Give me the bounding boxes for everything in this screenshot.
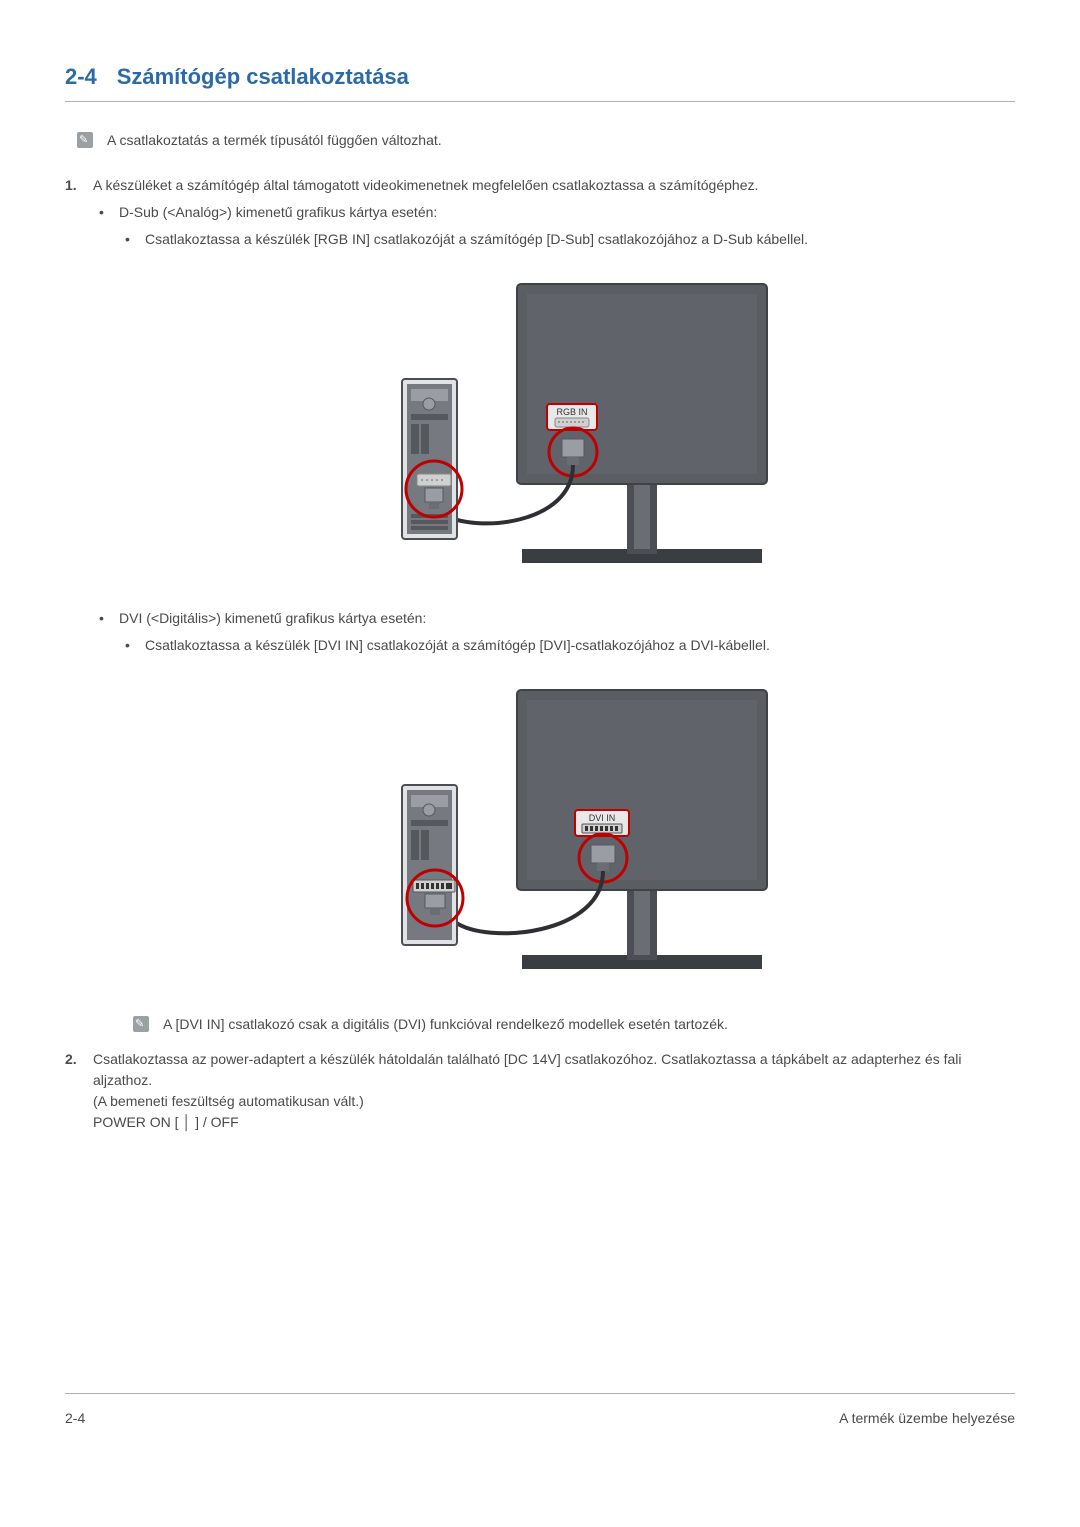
item1-sublist: D-Sub (<Analóg>) kimenetű grafikus kárty… <box>93 202 1015 986</box>
note-top-text: A csatlakoztatás a termék típusától függ… <box>107 130 442 151</box>
list-item-2: Csatlakoztassa az power-adaptert a készü… <box>65 1049 1015 1133</box>
sub-dsub-detail: Csatlakoztassa a készülék [RGB IN] csatl… <box>119 229 1015 250</box>
figure-dvi-connection: DVI IN <box>347 680 787 980</box>
section-number: 2-4 <box>65 64 97 89</box>
sub-dvi-detail-text: Csatlakoztassa a készülék [DVI IN] csatl… <box>145 637 770 653</box>
note-dvi: A [DVI IN] csatlakozó csak a digitális (… <box>133 1014 1015 1035</box>
page-footer: 2-4 A termék üzembe helyezése <box>65 1393 1015 1429</box>
figure1-port-label: RGB IN <box>556 407 587 417</box>
note-icon <box>133 1016 149 1032</box>
list-item-1: A készüléket a számítógép által támogato… <box>65 175 1015 1035</box>
sub-dvi: DVI (<Digitális>) kimenetű grafikus kárt… <box>93 608 1015 986</box>
sub-dvi-label: DVI (<Digitális>) kimenetű grafikus kárt… <box>119 610 426 626</box>
sub-dvi-detail-list: Csatlakoztassa a készülék [DVI IN] csatl… <box>119 635 1015 656</box>
section-title: Számítógép csatlakoztatása <box>117 64 409 89</box>
footer-left: 2-4 <box>65 1408 85 1429</box>
figure-rgb-connection: RGB IN <box>347 274 787 574</box>
sub-dsub-detail-list: Csatlakoztassa a készülék [RGB IN] csatl… <box>119 229 1015 250</box>
figure2-port-label: DVI IN <box>589 813 616 823</box>
sub-dsub-detail-text: Csatlakoztassa a készülék [RGB IN] csatl… <box>145 231 808 247</box>
note-dvi-text: A [DVI IN] csatlakozó csak a digitális (… <box>163 1014 728 1035</box>
figure-2-wrap: DVI IN <box>119 680 1015 986</box>
item2-line1: Csatlakoztassa az power-adaptert a készü… <box>93 1051 962 1088</box>
item2-line2: (A bemeneti feszültség automatikusan vál… <box>93 1093 364 1109</box>
item1-text: A készüléket a számítógép által támogato… <box>93 177 758 193</box>
note-top: A csatlakoztatás a termék típusától függ… <box>77 130 1015 151</box>
main-ordered-list: A készüléket a számítógép által támogato… <box>65 175 1015 1133</box>
sub-dsub: D-Sub (<Analóg>) kimenetű grafikus kárty… <box>93 202 1015 580</box>
figure-1-wrap: RGB IN <box>119 274 1015 580</box>
section-header: 2-4 Számítógép csatlakoztatása <box>65 60 1015 102</box>
item2-line3: POWER ON [ │ ] / OFF <box>93 1114 239 1130</box>
footer-right: A termék üzembe helyezése <box>839 1408 1015 1429</box>
note-icon <box>77 132 93 148</box>
sub-dvi-detail: Csatlakoztassa a készülék [DVI IN] csatl… <box>119 635 1015 656</box>
sub-dsub-label: D-Sub (<Analóg>) kimenetű grafikus kárty… <box>119 204 437 220</box>
